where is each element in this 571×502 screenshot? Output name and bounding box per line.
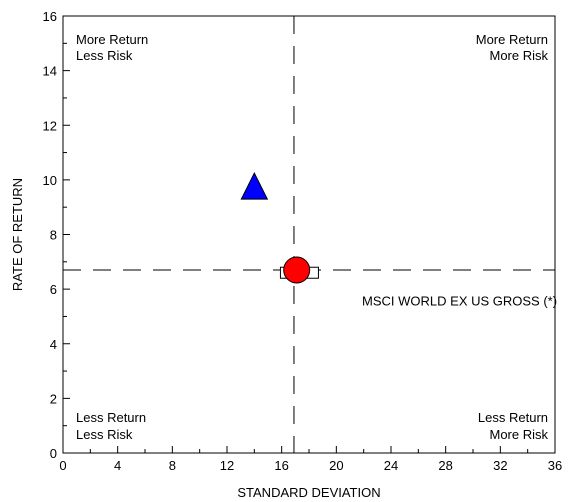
y-tick-label: 12	[43, 118, 57, 133]
x-tick-label: 8	[169, 458, 176, 473]
circle-marker	[283, 256, 311, 284]
quadrant-bottom-left-line1: Less Return	[76, 410, 146, 425]
quadrant-bottom-left-line2: Less Risk	[76, 427, 133, 442]
y-tick-label: 2	[50, 391, 57, 406]
x-tick-label: 16	[274, 458, 288, 473]
y-tick-label: 4	[50, 337, 57, 352]
y-axis-title: RATE OF RETURN	[10, 178, 25, 291]
quadrant-top-right-line1: More Return	[476, 32, 548, 47]
quadrant-top-left-line2: Less Risk	[76, 48, 133, 63]
quadrant-top-right-line2: More Risk	[489, 48, 548, 63]
triangle-marker	[240, 171, 269, 200]
x-tick-label: 4	[114, 458, 121, 473]
reference-lines	[63, 16, 555, 453]
x-tick-label: 12	[220, 458, 234, 473]
x-tick-label: 0	[59, 458, 66, 473]
y-tick-label: 10	[43, 173, 57, 188]
y-tick-label: 0	[50, 446, 57, 461]
x-tick-label: 28	[438, 458, 452, 473]
benchmark-annotation: MSCI WORLD EX US GROSS (*)	[362, 294, 557, 309]
y-tick-label: 14	[43, 64, 57, 79]
x-tick-label: 24	[384, 458, 398, 473]
x-tick-label: 20	[329, 458, 343, 473]
data-markers	[240, 171, 319, 284]
quadrant-bottom-right-line1: Less Return	[478, 410, 548, 425]
x-tick-label: 32	[493, 458, 507, 473]
quadrant-top-left-line1: More Return	[76, 32, 148, 47]
quadrant-bottom-right-line2: More Risk	[489, 427, 548, 442]
plot-frame	[62, 15, 556, 454]
y-tick-label: 16	[43, 9, 57, 24]
y-tick-label: 6	[50, 282, 57, 297]
y-tick-label: 8	[50, 228, 57, 243]
x-tick-label: 36	[548, 458, 562, 473]
x-axis-title: STANDARD DEVIATION	[237, 485, 380, 500]
